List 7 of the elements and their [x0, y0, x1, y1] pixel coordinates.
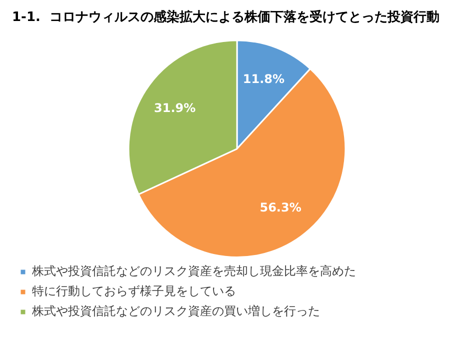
- legend-label: 株式や投資信託などのリスク資産の買い増しを行った: [31, 304, 320, 318]
- chart-title: 1-1. コロナウィルスの感染拡大による株価下落を受けてとった投資行動: [12, 9, 440, 26]
- legend-label: 特に行動しておらず様子見をしている: [32, 284, 236, 298]
- legend-label: 株式や投資信託などのリスク資産を売却し現金比率を高めた: [31, 264, 356, 278]
- data-label: 31.9%: [154, 101, 196, 116]
- data-label: 56.3%: [260, 200, 302, 214]
- data-label: 11.8%: [242, 72, 285, 86]
